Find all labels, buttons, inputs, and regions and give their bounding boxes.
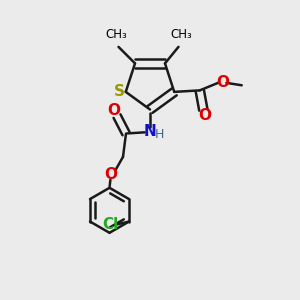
Text: CH₃: CH₃ (170, 28, 192, 41)
Text: O: O (107, 103, 120, 118)
Text: S: S (114, 84, 124, 99)
Text: H: H (154, 128, 164, 142)
Text: Cl: Cl (102, 217, 119, 232)
Text: N: N (144, 124, 156, 140)
Text: O: O (104, 167, 118, 182)
Text: O: O (216, 75, 229, 90)
Text: CH₃: CH₃ (105, 28, 127, 41)
Text: O: O (198, 108, 212, 123)
